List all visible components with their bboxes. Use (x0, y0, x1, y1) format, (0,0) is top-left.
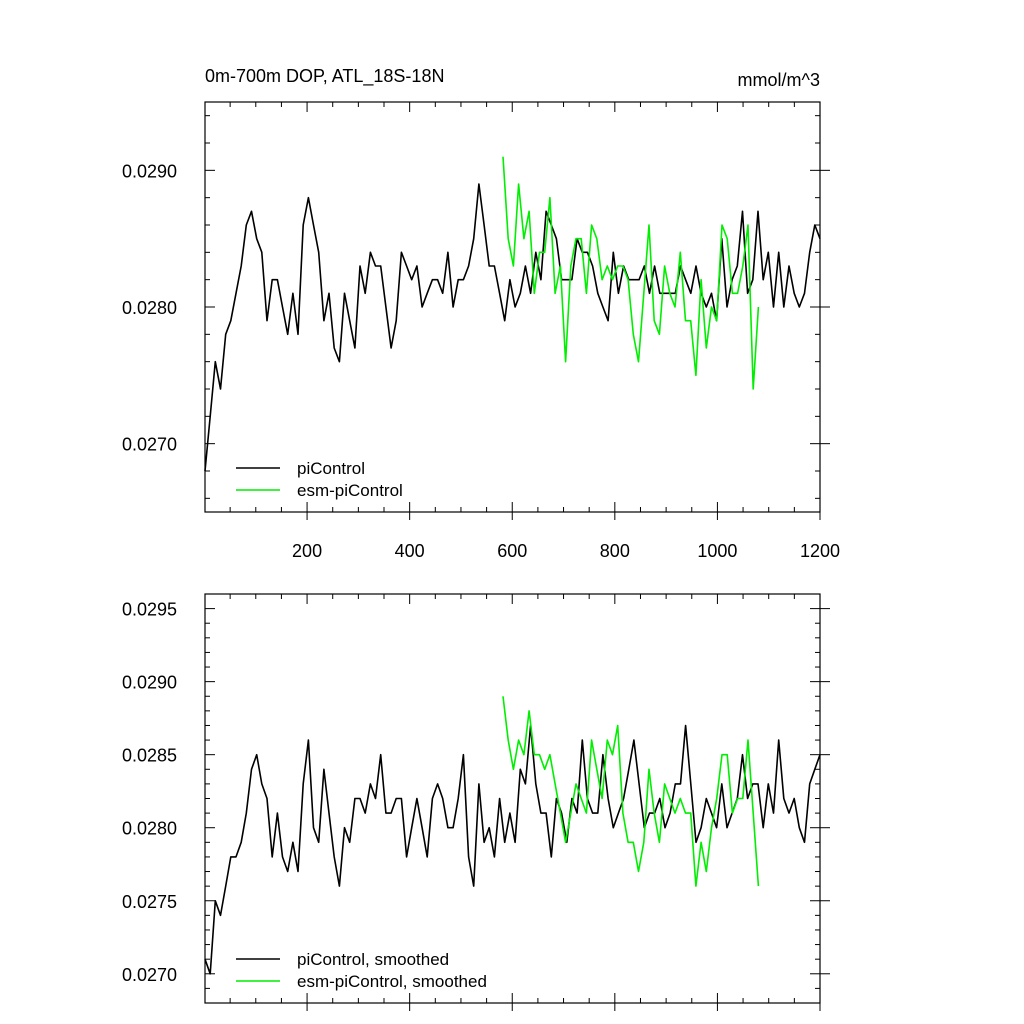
bottom-series-line-picontrol (204, 724, 821, 975)
top-series-line-esm-picontrol (502, 156, 760, 390)
units-label: mmol/m^3 (738, 70, 820, 90)
bottom-plot-panel: 0.0270 0.0275 0.0280 0.0285 0.0290 0.0295 piCo… (122, 593, 830, 1011)
top-legend-label: esm-piControl (297, 481, 403, 500)
bottom-legend-label: esm-piControl, smoothed (297, 972, 487, 991)
top-x-tick-label: 600 (497, 541, 527, 561)
top-y-tick-label: 0.0280 (122, 298, 177, 318)
bottom-y-tick-label: 0.0295 (122, 600, 177, 620)
bottom-y-tick-label: 0.0270 (122, 965, 177, 985)
top-x-tick-label: 800 (600, 541, 630, 561)
top-x-tick-label: 200 (292, 541, 322, 561)
chart-title: 0m-700m DOP, ATL_18S-18N (205, 66, 444, 87)
bottom-legend-label: piControl, smoothed (297, 950, 449, 969)
top-x-tick-label: 1200 (800, 541, 840, 561)
top-legend-label: piControl (297, 459, 365, 478)
bottom-series-line-esm-picontrol (502, 696, 760, 887)
top-x-tick-label: 400 (395, 541, 425, 561)
bottom-y-tick-label: 0.0275 (122, 892, 177, 912)
top-y-tick-label: 0.0270 (122, 435, 177, 455)
bottom-y-tick-label: 0.0280 (122, 819, 177, 839)
top-y-tick-label: 0.0290 (122, 161, 177, 181)
top-x-tick-label: 1000 (697, 541, 737, 561)
bottom-y-tick-label: 0.0285 (122, 746, 177, 766)
top-plot-panel: 200 400 600 800 1000 1200 0.0270 0.0280 0.0290 pi… (122, 101, 840, 561)
bottom-y-tick-label: 0.0290 (122, 673, 177, 693)
